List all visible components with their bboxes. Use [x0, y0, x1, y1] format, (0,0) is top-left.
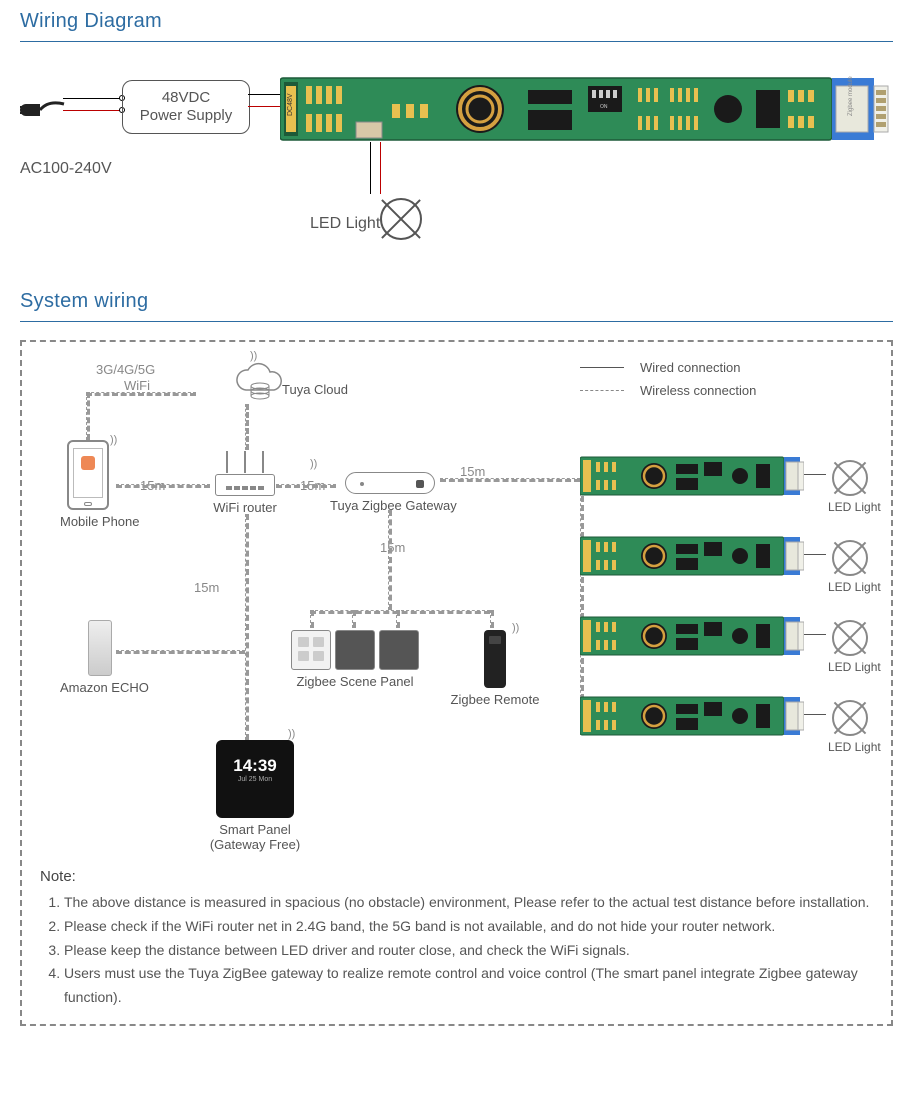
led-light-label: LED Light [828, 740, 881, 754]
smart-panel-time: 14:39 [226, 756, 284, 776]
zigbee-scene-panel-node: Zigbee Scene Panel [290, 630, 420, 689]
smart-panel-date: Jul 25 Mon [226, 776, 284, 783]
gateway-icon [345, 472, 435, 494]
led-driver-pcb: DC48V ON [280, 76, 890, 142]
legend-wireless-label: Wireless connection [640, 383, 756, 398]
remote-label: Zigbee Remote [450, 692, 540, 707]
conn-router-down [245, 514, 249, 740]
conn-p3 [396, 610, 400, 628]
divider [20, 321, 893, 322]
wiring-diagram-area: 48VDC Power Supply AC100-240V DC48V [20, 60, 893, 280]
conn-p2 [352, 610, 356, 628]
pcb-led-row: LED Light [580, 456, 900, 502]
conn-router-cloud [245, 404, 249, 450]
smart-panel-node: )) 14:39 Jul 25 Mon Smart Panel (Gateway… [200, 740, 310, 852]
wiring-diagram-title: Wiring Diagram [0, 0, 913, 41]
cloud-icon [232, 360, 288, 404]
distance-gateway-pcb: 15m [460, 464, 485, 479]
divider [20, 41, 893, 42]
wifi-router-node: WiFi router [210, 450, 280, 515]
echo-icon [88, 620, 112, 676]
pcb-led-wire [804, 634, 826, 635]
system-wiring-canvas: Wired connection Wireless connection 3G/… [40, 360, 873, 860]
router-icon [215, 474, 275, 496]
psu-voltage: 48VDC [162, 89, 210, 107]
conn-phone-router [116, 484, 210, 488]
power-supply-box: 48VDC Power Supply [122, 80, 250, 134]
zigbee-remote-node: )) Zigbee Remote [450, 630, 540, 707]
conn-gateway-pcb [440, 478, 580, 482]
phone-icon [67, 440, 109, 510]
led-light-label: LED Light [310, 215, 380, 233]
note-item: Users must use the Tuya ZigBee gateway t… [64, 962, 873, 1010]
led-light-symbol-icon [832, 460, 868, 496]
distance-router-echo: 15m [194, 580, 219, 595]
scene-panel-gray1-icon [335, 630, 375, 670]
ac-cable [63, 92, 123, 122]
router-label: WiFi router [210, 500, 280, 515]
conn-gateway-down [388, 510, 392, 610]
dc-wires [248, 90, 282, 120]
mobile-phone-node: )) Mobile Phone [60, 440, 116, 529]
conn-p1 [310, 610, 314, 628]
tuya-cloud-node: Tuya Cloud )) [220, 360, 300, 407]
echo-label: Amazon ECHO [60, 680, 140, 695]
scene-panel-gray2-icon [379, 630, 419, 670]
system-wiring-title: System wiring [0, 280, 913, 321]
smart-panel-icon: 14:39 Jul 25 Mon [216, 740, 294, 818]
network-type-label: 3G/4G/5G [96, 362, 155, 377]
smart-panel-label: Smart Panel [200, 822, 310, 837]
conn-pcb-bus [580, 478, 584, 718]
distance-gateway-panels: 15m [380, 540, 405, 555]
phone-label: Mobile Phone [60, 514, 116, 529]
pcb-led-row: LED Light [580, 696, 900, 742]
pcb-led-row: LED Light [580, 616, 900, 662]
pcb-led-wire [804, 554, 826, 555]
led-output-wires [362, 142, 392, 194]
notes-title: Note: [40, 868, 873, 885]
scene-panel-label: Zigbee Scene Panel [290, 674, 420, 689]
legend-solid-line-icon [580, 367, 624, 368]
amazon-echo-node: Amazon ECHO [60, 620, 140, 695]
conn-panels-bus [310, 610, 490, 614]
legend-dashed-line-icon [580, 390, 624, 391]
scene-panel-white-icon [291, 630, 331, 670]
note-item: Please keep the distance between LED dri… [64, 939, 873, 963]
svg-text:ON: ON [600, 104, 608, 110]
note-item: The above distance is measured in spacio… [64, 891, 873, 915]
led-light-label: LED Light [828, 660, 881, 674]
led-light-symbol-icon [832, 700, 868, 736]
led-light-symbol-icon [832, 620, 868, 656]
conn-router-gateway [276, 484, 336, 488]
notes-list: The above distance is measured in spacio… [40, 891, 873, 1010]
led-light-label: LED Light [828, 500, 881, 514]
legend: Wired connection Wireless connection [580, 360, 756, 406]
svg-text:Zigbee module: Zigbee module [848, 76, 854, 116]
remote-icon [484, 630, 506, 688]
legend-wired-label: Wired connection [640, 360, 740, 375]
led-light-label: LED Light [828, 580, 881, 594]
note-item: Please check if the WiFi router net in 2… [64, 915, 873, 939]
conn-echo-router [116, 650, 245, 654]
cloud-label: Tuya Cloud [282, 382, 348, 397]
conn-remote [490, 610, 494, 628]
system-wiring-container: Wired connection Wireless connection 3G/… [20, 340, 893, 1026]
smart-panel-sub: (Gateway Free) [200, 837, 310, 852]
led-light-symbol-icon [832, 540, 868, 576]
ac-voltage-label: AC100-240V [20, 160, 112, 178]
wifi-label: WiFi [124, 378, 150, 393]
psu-label: Power Supply [140, 107, 233, 125]
zigbee-gateway-node: )) Tuya Zigbee Gateway [330, 472, 450, 513]
svg-text:DC48V: DC48V [287, 93, 294, 116]
led-light-symbol-icon [380, 198, 422, 240]
pcb-led-wire [804, 714, 826, 715]
conn-wifi-horiz [86, 392, 196, 396]
conn-phone-wifi [86, 392, 90, 440]
pcb-led-row: LED Light [580, 536, 900, 582]
pcb-led-wire [804, 474, 826, 475]
